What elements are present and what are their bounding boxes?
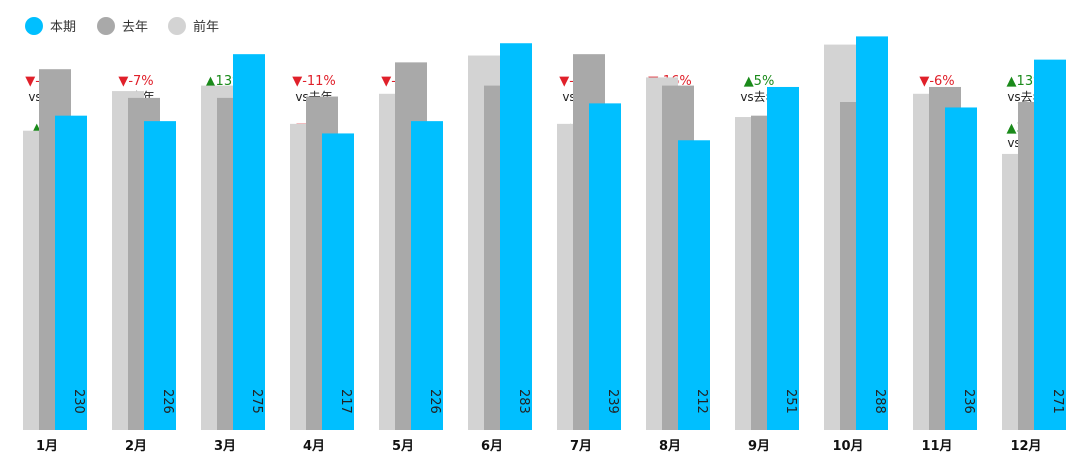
data-label-5月: 226 bbox=[427, 389, 442, 414]
vs-last-year-pct-4: ▼-11% bbox=[292, 74, 336, 89]
data-label-10月: 288 bbox=[872, 389, 887, 414]
bar-series: 230 226 275 217 226 283 239 212 251 288 236 271 bbox=[23, 36, 1066, 431]
legend: 本期 去年 前年 bbox=[25, 17, 219, 35]
x-tick-label-4: 4月 bbox=[303, 439, 325, 454]
data-label-12月: 271 bbox=[1050, 389, 1065, 414]
x-tick-label-6: 6月 bbox=[481, 439, 503, 454]
x-tick-label-8: 8月 bbox=[659, 439, 681, 454]
data-label-7月: 239 bbox=[605, 389, 620, 414]
data-label-8月: 212 bbox=[694, 389, 709, 414]
legend-swatch-0 bbox=[25, 17, 43, 35]
bar-本期-2月 bbox=[144, 121, 176, 430]
x-tick-label-10: 10月 bbox=[832, 439, 863, 454]
x-tick-label-5: 5月 bbox=[392, 439, 414, 454]
legend-label-1: 去年 bbox=[122, 20, 148, 35]
vs-last-year-pct-2: ▼-7% bbox=[118, 74, 153, 89]
bar-本期-10月 bbox=[856, 36, 888, 431]
bar-本期-6月 bbox=[500, 43, 532, 430]
bar-本期-7月 bbox=[589, 103, 621, 430]
bar-本期-1月 bbox=[55, 115, 87, 431]
bar-本期-3月 bbox=[233, 54, 265, 431]
bar-本期-5月 bbox=[411, 121, 443, 430]
data-label-6月: 283 bbox=[516, 389, 531, 414]
data-label-1月: 230 bbox=[71, 389, 86, 414]
x-tick-label-11: 11月 bbox=[921, 439, 952, 454]
x-tick-label-9: 9月 bbox=[748, 439, 770, 454]
bar-本期-4月 bbox=[322, 133, 354, 430]
vs-last-year-pct-11: ▼-6% bbox=[919, 74, 954, 89]
x-tick-label-2: 2月 bbox=[125, 439, 147, 454]
x-axis-labels: 1月 2月 3月 4月 5月 6月 7月 8月 9月 10月 11月 12月 bbox=[36, 439, 1042, 454]
bar-本期-11月 bbox=[945, 107, 977, 430]
data-label-2月: 226 bbox=[160, 389, 175, 414]
data-label-3月: 275 bbox=[249, 389, 264, 414]
x-tick-label-7: 7月 bbox=[570, 439, 592, 454]
legend-label-0: 本期 bbox=[50, 20, 76, 35]
x-tick-label-1: 1月 bbox=[36, 439, 58, 454]
bar-本期-12月 bbox=[1034, 59, 1066, 431]
bar-本期-9月 bbox=[767, 86, 799, 430]
vs-last-year-pct-9: ▲5% bbox=[744, 74, 775, 89]
x-tick-label-12: 12月 bbox=[1010, 439, 1041, 454]
change-annotations: ▼-13%vs去年▲5%vs前年▼-7%vs去年▼-9%vs前年▲13%vs去年… bbox=[25, 74, 1045, 150]
legend-label-2: 前年 bbox=[193, 19, 219, 35]
legend-swatch-1 bbox=[97, 17, 115, 35]
bar-本期-8月 bbox=[678, 140, 710, 430]
data-label-9月: 251 bbox=[783, 389, 798, 414]
data-label-4月: 217 bbox=[338, 389, 353, 414]
data-label-11月: 236 bbox=[961, 389, 976, 414]
x-tick-label-3: 3月 bbox=[214, 439, 236, 454]
legend-swatch-2 bbox=[168, 17, 186, 35]
